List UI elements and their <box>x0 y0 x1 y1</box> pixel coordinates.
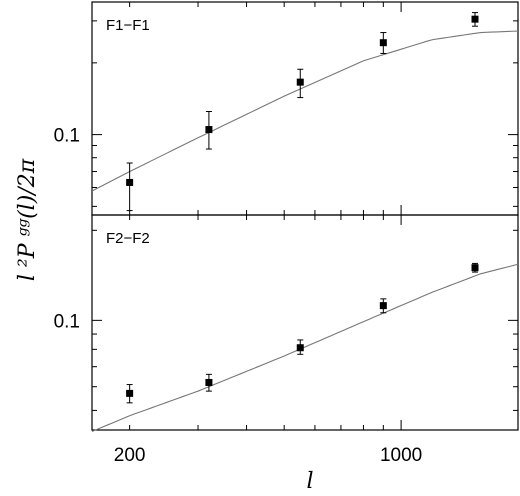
x-axis-label: l <box>306 469 313 494</box>
panel-2: 0.1 F2−F2 <box>54 214 519 433</box>
model-curve <box>91 263 519 433</box>
y-axis-label: l ²P ᵍᵍ(l)/2π <box>15 158 40 281</box>
panel-frame <box>91 1 519 216</box>
panel-frame <box>91 214 519 431</box>
data-point <box>379 302 387 310</box>
data-point <box>296 78 304 86</box>
data-point <box>205 126 213 134</box>
x-tick-label: 200 <box>114 445 146 466</box>
panel-label: F2−F2 <box>106 230 150 247</box>
data-point <box>296 344 304 352</box>
y-tick-label: 0.1 <box>54 126 80 147</box>
panel-1: 0.1 F1−F1 <box>54 1 519 216</box>
model-curve <box>91 30 519 192</box>
data-point <box>379 39 387 47</box>
data-point <box>126 178 134 186</box>
data-point <box>205 378 213 386</box>
x-tick-label: 1000 <box>380 445 422 466</box>
y-tick-label: 0.1 <box>54 311 80 332</box>
data-point <box>471 15 479 23</box>
data-point <box>126 389 134 397</box>
data-point <box>471 264 479 272</box>
panel-label: F1−F1 <box>106 17 150 34</box>
